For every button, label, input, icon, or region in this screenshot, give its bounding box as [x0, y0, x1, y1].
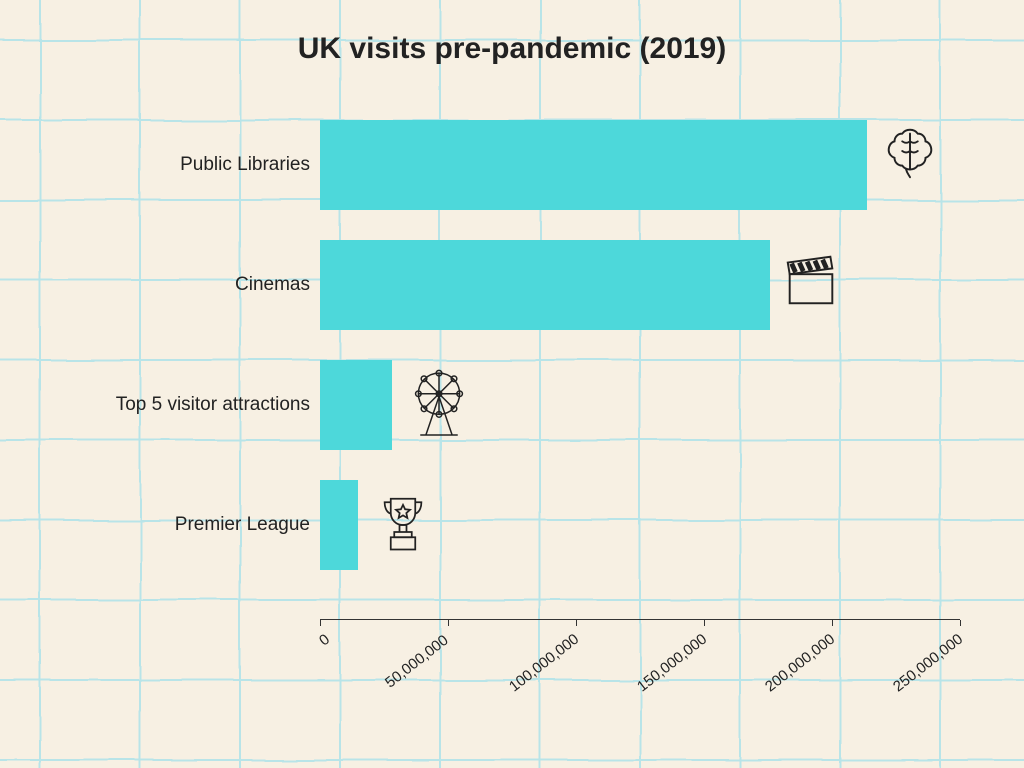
x-tick-label: 250,000,000	[890, 631, 966, 696]
x-tick-label: 150,000,000	[634, 631, 710, 696]
x-tick	[960, 620, 961, 626]
x-tick-label: 0	[316, 631, 333, 650]
x-tick	[320, 620, 321, 626]
x-tick	[576, 620, 577, 626]
x-tick	[832, 620, 833, 626]
brain-icon	[875, 118, 945, 188]
x-tick-label: 100,000,000	[506, 631, 582, 696]
y-label-cinemas: Cinemas	[50, 240, 310, 330]
x-tick-label: 200,000,000	[762, 631, 838, 696]
chart-title: UK visits pre-pandemic (2019)	[0, 0, 1024, 66]
plot-area: Public Libraries Cinemas Top 5 visitor a…	[320, 100, 960, 620]
bar-public-libraries	[320, 120, 867, 210]
ferris-wheel-icon	[402, 358, 476, 452]
clapper-icon	[776, 240, 846, 320]
x-tick	[448, 620, 449, 626]
x-tick-label: 50,000,000	[382, 632, 452, 692]
bar-cinemas	[320, 240, 770, 330]
y-label-premier-league: Premier League	[50, 480, 310, 570]
y-label-attractions: Top 5 visitor attractions	[50, 360, 310, 450]
x-tick	[704, 620, 705, 626]
x-axis	[320, 619, 960, 620]
y-label-public-libraries: Public Libraries	[50, 120, 310, 210]
trophy-icon	[368, 480, 438, 570]
bar-attractions	[320, 360, 392, 450]
chart-container: UK visits pre-pandemic (2019) Public Lib…	[0, 0, 1024, 768]
bar-premier-league	[320, 480, 358, 570]
